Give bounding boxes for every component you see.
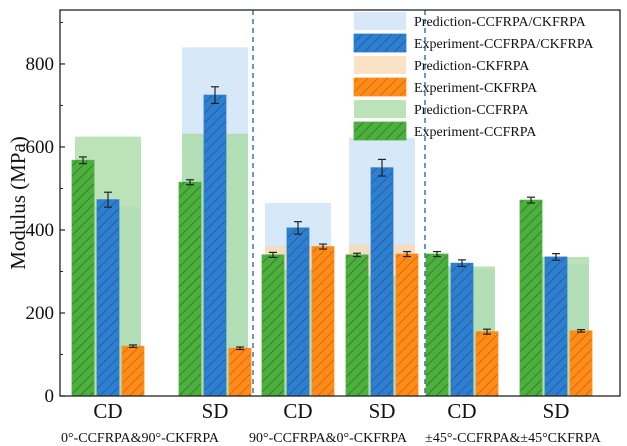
error-bar-experiment-ckfrpa-1 <box>129 344 137 349</box>
legend-item-experiment-ckfrpa: Experiment-CKFRPA <box>353 77 538 97</box>
legend-swatch-prediction-ccfrpa <box>354 100 406 118</box>
legend-item-prediction-ccfrpa-ckfrpa: Prediction-CCFRPA/CKFRPA <box>354 12 587 30</box>
bar-experiment-ccfrpa-ckfrpa-6 <box>544 256 568 397</box>
legend-swatch-experiment-ccfrpa-ckfrpa <box>353 33 407 53</box>
category-label-5: CD <box>447 399 476 423</box>
y-tick-label-0: 0 <box>45 386 55 407</box>
plot-frame <box>59 9 621 397</box>
error-bar-experiment-ccfrpa-3 <box>269 251 277 258</box>
legend-swatch-experiment-ccfrpa <box>353 121 407 141</box>
error-bar-experiment-ccfrpa-ckfrpa-6 <box>552 253 560 261</box>
bar-experiment-ccfrpa-1 <box>71 159 95 397</box>
bar-experiment-ccfrpa-ckfrpa-1 <box>96 199 120 397</box>
plot-area <box>71 10 593 397</box>
error-bar-experiment-ccfrpa-ckfrpa-2 <box>211 86 219 104</box>
legend-label-experiment-ckfrpa: Experiment-CKFRPA <box>414 81 538 96</box>
axes: 0 200 400 600 800 Modulus (MPa) CD SD CD SD CD SD 0°… <box>6 9 621 446</box>
error-bar-experiment-ccfrpa-4 <box>353 252 361 258</box>
bar-experiment-ckfrpa-6 <box>569 330 593 397</box>
error-bar-experiment-ccfrpa-1 <box>79 156 87 165</box>
bar-experiment-ccfrpa-ckfrpa-2 <box>203 94 227 397</box>
y-tick-label-200: 200 <box>26 303 55 324</box>
legend-label-experiment-ccfrpa: Experiment-CCFRPA <box>414 125 537 140</box>
error-bar-experiment-ckfrpa-4 <box>403 250 411 258</box>
error-bar-experiment-ckfrpa-5 <box>483 328 491 335</box>
bar-experiment-ccfrpa-5 <box>425 253 449 397</box>
error-bar-experiment-ccfrpa-5 <box>433 250 441 258</box>
bar-experiment-ccfrpa-6 <box>519 199 543 397</box>
group-label-2: 90°-CCFRPA&0°-CKFRPA <box>249 431 408 446</box>
legend-swatch-prediction-ccfrpa-ckfrpa <box>354 12 406 30</box>
bar-experiment-ckfrpa-1 <box>121 345 145 397</box>
error-bar-experiment-ccfrpa-2 <box>186 179 194 186</box>
legend-label-prediction-ccfrpa-ckfrpa: Prediction-CCFRPA/CKFRPA <box>414 15 587 30</box>
error-bar-experiment-ccfrpa-6 <box>527 196 535 204</box>
error-bar-experiment-ccfrpa-ckfrpa-4 <box>378 158 386 177</box>
error-bar-experiment-ccfrpa-ckfrpa-5 <box>458 259 466 268</box>
group-label-3: ±45°-CCFRPA&±45°CKFRPA <box>425 431 602 446</box>
error-bar-experiment-ccfrpa-ckfrpa-3 <box>294 221 302 235</box>
legend-swatch-experiment-ckfrpa <box>353 77 407 97</box>
error-bar-experiment-ckfrpa-2 <box>236 346 244 351</box>
bar-experiment-ckfrpa-4 <box>395 253 419 397</box>
error-bar-experiment-ckfrpa-3 <box>319 243 327 250</box>
category-label-3: CD <box>283 399 312 423</box>
category-label-4: SD <box>369 399 396 423</box>
bar-experiment-ckfrpa-2 <box>228 347 252 397</box>
y-tick-label-600: 600 <box>26 137 55 158</box>
category-label-2: SD <box>202 399 229 423</box>
legend-label-experiment-ccfrpa-ckfrpa: Experiment-CCFRPA/CKFRPA <box>414 37 594 52</box>
bar-experiment-ccfrpa-2 <box>178 181 202 397</box>
legend-item-prediction-ckfrpa: Prediction-CKFRPA <box>354 56 530 74</box>
legend: Prediction-CCFRPA/CKFRPA Experiment-CCFRP… <box>353 12 594 141</box>
bar-experiment-ccfrpa-ckfrpa-5 <box>450 262 474 397</box>
legend-label-prediction-ccfrpa: Prediction-CCFRPA <box>414 103 530 118</box>
bar-experiment-ccfrpa-ckfrpa-3 <box>286 227 310 397</box>
bar-experiment-ccfrpa-ckfrpa-4 <box>370 167 394 397</box>
bar-experiment-ckfrpa-5 <box>475 331 499 397</box>
legend-item-experiment-ccfrpa-ckfrpa: Experiment-CCFRPA/CKFRPA <box>353 33 594 53</box>
category-label-1: CD <box>93 399 122 423</box>
legend-item-prediction-ccfrpa: Prediction-CCFRPA <box>354 100 530 118</box>
error-bar-experiment-ckfrpa-6 <box>577 328 585 333</box>
y-tick-label-800: 800 <box>26 54 55 75</box>
group-label-1: 0°-CCFRPA&90°-CKFRPA <box>61 431 220 446</box>
y-tick-label-400: 400 <box>26 220 55 241</box>
legend-swatch-prediction-ckfrpa <box>354 56 406 74</box>
bar-experiment-ccfrpa-4 <box>345 254 369 397</box>
legend-label-prediction-ckfrpa: Prediction-CKFRPA <box>414 59 530 74</box>
bar-experiment-ccfrpa-3 <box>261 254 285 397</box>
error-bar-experiment-ccfrpa-ckfrpa-1 <box>104 191 112 208</box>
legend-item-experiment-ccfrpa: Experiment-CCFRPA <box>353 121 537 141</box>
bar-experiment-ckfrpa-3 <box>311 246 335 397</box>
category-label-6: SD <box>543 399 570 423</box>
y-axis-label: Modulus (MPa) <box>6 136 30 270</box>
